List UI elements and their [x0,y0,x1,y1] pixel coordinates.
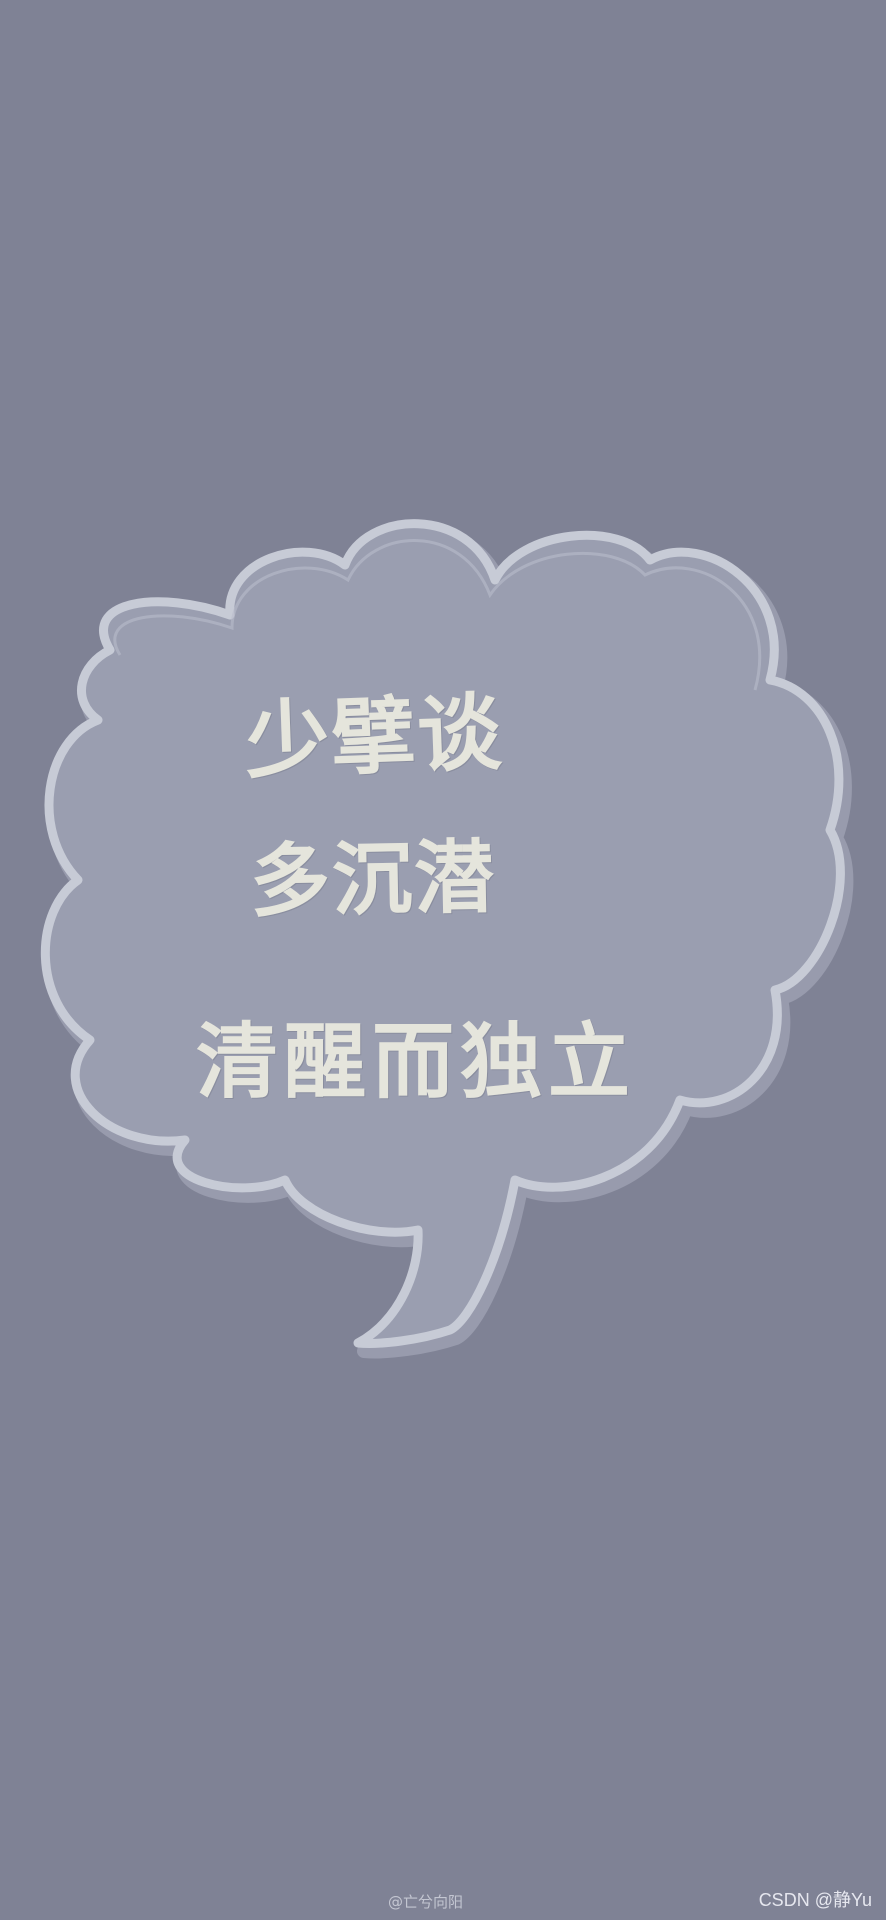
quote-line-2: 多沉潜 [249,830,497,929]
speech-bubble-body [40,519,845,1348]
csdn-watermark: CSDN @静Yu [758,1890,872,1910]
quote-line-1: 少擘谈 [243,683,505,791]
quote-line-3: 清醒而独立 [196,1015,637,1110]
artist-credit: @亡兮向阳 [388,1893,464,1911]
speech-bubble-inner-stroke [113,539,762,691]
